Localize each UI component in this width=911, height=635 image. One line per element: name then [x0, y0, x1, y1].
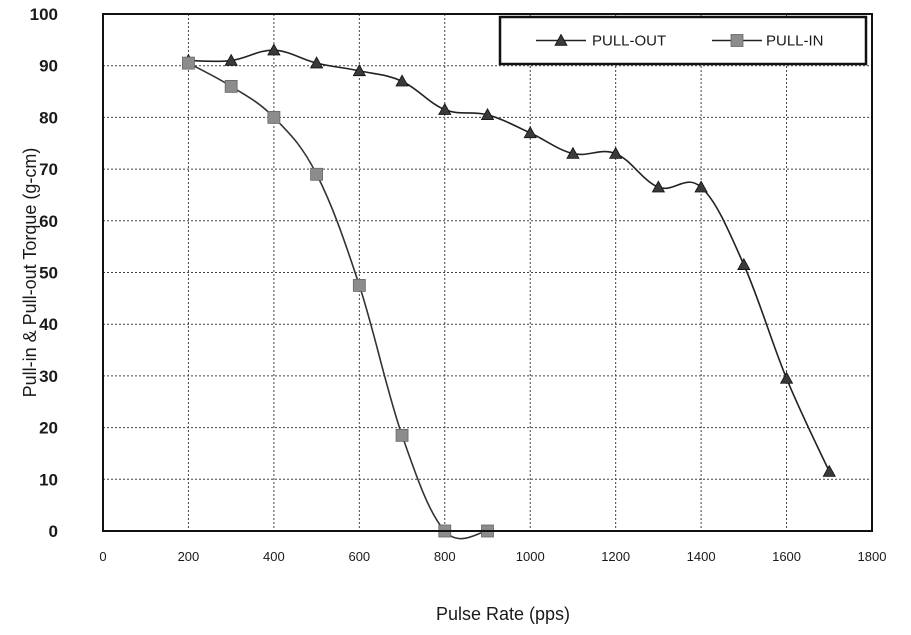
data-point-triangle	[480, 107, 495, 121]
x-tick-label: 400	[263, 549, 285, 564]
y-tick-label: 80	[39, 108, 58, 127]
data-point-triangle	[267, 43, 281, 56]
data-point-triangle	[737, 257, 751, 270]
y-tick-label: 10	[39, 470, 58, 489]
x-tick-label: 200	[178, 549, 200, 564]
legend-square-icon	[730, 34, 744, 47]
x-tick-label: 600	[348, 549, 370, 564]
legend-label: PULL-OUT	[592, 33, 666, 50]
x-tick-label: 1400	[687, 549, 716, 564]
data-series	[181, 43, 836, 540]
x-tick-label: 1600	[772, 549, 801, 564]
data-point-triangle	[309, 56, 324, 69]
data-point-triangle	[779, 371, 794, 384]
data-point-square	[182, 56, 195, 70]
y-tick-label: 40	[39, 315, 58, 334]
y-tick-label: 20	[39, 419, 58, 438]
data-point-square	[267, 111, 281, 124]
legend-item-pull-in: PULL-IN	[712, 33, 824, 50]
series-line	[188, 62, 488, 540]
series-pull-in	[182, 56, 494, 540]
data-point-triangle	[651, 180, 666, 193]
data-point-square	[395, 428, 409, 442]
series-line	[188, 49, 831, 472]
series-pull-out	[181, 43, 836, 477]
data-point-square	[224, 79, 238, 93]
data-point-triangle	[224, 53, 238, 66]
legend-triangle-icon	[554, 33, 568, 46]
x-tick-label: 1000	[516, 549, 545, 564]
data-point-square	[310, 167, 324, 181]
data-point-triangle	[523, 126, 537, 139]
y-tick-label: 70	[39, 160, 58, 179]
data-point-triangle	[694, 180, 708, 193]
data-point-triangle	[352, 64, 367, 77]
x-axis-title: Pulse Rate (pps)	[436, 604, 570, 624]
plot-area-frame	[102, 13, 873, 532]
data-point-triangle	[395, 74, 409, 87]
grid-lines	[103, 14, 872, 531]
y-axis-title: Pull-in & Pull-out Torque (g-cm)	[20, 148, 40, 398]
y-tick-label: 0	[49, 522, 58, 541]
data-point-triangle	[822, 464, 836, 477]
data-point-triangle	[608, 146, 623, 159]
y-tick-label: 90	[39, 57, 58, 76]
y-tick-label: 30	[39, 367, 58, 386]
legend-item-pull-out: PULL-OUT	[536, 33, 666, 50]
x-tick-label: 800	[434, 549, 456, 564]
legend: PULL-OUT PULL-IN	[498, 15, 868, 66]
x-tick-label: 0	[99, 549, 106, 564]
y-tick-label: 60	[39, 212, 58, 231]
x-tick-label: 1800	[858, 549, 887, 564]
legend-label: PULL-IN	[766, 33, 824, 50]
y-tick-label: 50	[39, 264, 58, 283]
y-tick-label: 100	[30, 5, 58, 24]
data-point-square	[352, 279, 366, 292]
data-point-triangle	[438, 102, 452, 115]
data-point-triangle	[566, 146, 580, 159]
x-tick-label: 1200	[601, 549, 630, 564]
